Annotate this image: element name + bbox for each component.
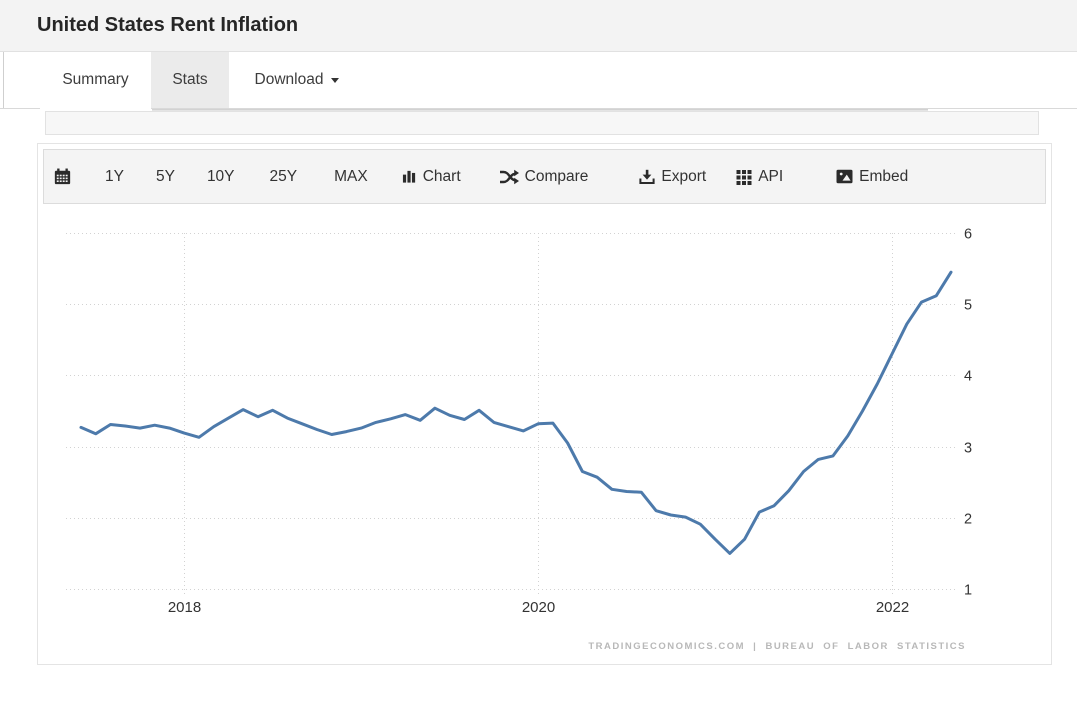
series-line[interactable]	[79, 270, 953, 555]
active-tab-divider-gap	[40, 108, 151, 109]
range-max-button[interactable]: MAX	[334, 167, 368, 185]
embed-button[interactable]: Embed	[836, 168, 908, 186]
export-button[interactable]: Export	[639, 168, 706, 186]
range-5y-button[interactable]: 5Y	[155, 167, 175, 185]
line-chart[interactable]: 1 2 3 4 5 6 2018 2020 2022 TRADINGECONOMICS.COM |…	[38, 205, 1051, 664]
calendar-button[interactable]	[54, 168, 71, 185]
chart-toolbar: 1Y 5Y 10Y 25Y MAX Chart Compare	[43, 149, 1046, 204]
chart-type-label: Chart	[422, 167, 461, 185]
calendar-icon	[54, 168, 71, 185]
shuffle-icon	[499, 169, 519, 185]
y-tick-label: 3	[964, 441, 972, 457]
range-10y-button[interactable]: 10Y	[206, 167, 235, 185]
grid-icon	[736, 169, 752, 185]
api-button[interactable]: API	[736, 168, 783, 186]
bar-chart-icon	[402, 169, 417, 184]
tab-stats[interactable]: Stats	[151, 52, 229, 108]
compare-button[interactable]: Compare	[499, 167, 589, 186]
embed-label: Embed	[859, 167, 909, 185]
api-label: API	[758, 167, 784, 185]
y-tick-label: 6	[964, 227, 972, 243]
y-tick-label: 4	[964, 369, 972, 385]
range-1y-button[interactable]: 1Y	[105, 167, 124, 185]
watermark: TRADINGECONOMICS.COM | BUREAU OF LABOR S…	[588, 641, 966, 652]
compare-label: Compare	[524, 167, 589, 185]
tab-summary[interactable]: Summary	[40, 52, 151, 108]
x-tick-label: 2022	[876, 599, 909, 616]
chart-type-button[interactable]: Chart	[402, 168, 461, 186]
range-25y-button[interactable]: 25Y	[269, 167, 298, 185]
export-label: Export	[661, 167, 707, 185]
collapsed-panel	[45, 111, 1039, 135]
tab-bar-divider	[0, 108, 1077, 109]
y-tick-label: 1	[964, 583, 972, 599]
page-title: United States Rent Inflation	[37, 14, 299, 36]
tab-download-label: Download	[254, 71, 324, 88]
x-tick-label: 2018	[168, 599, 201, 616]
download-icon	[639, 169, 655, 185]
image-icon	[836, 169, 853, 184]
tab-content-shadow	[152, 109, 928, 112]
tab-download[interactable]: Download	[229, 52, 365, 108]
chart-card: 1Y 5Y 10Y 25Y MAX Chart Compare	[37, 143, 1052, 665]
y-tick-label: 2	[964, 512, 972, 528]
x-tick-label: 2020	[522, 599, 555, 616]
chevron-down-icon	[331, 77, 340, 83]
y-tick-label: 5	[964, 298, 972, 314]
left-edge-rule	[3, 52, 4, 109]
page-header: United States Rent Inflation	[0, 0, 1077, 52]
